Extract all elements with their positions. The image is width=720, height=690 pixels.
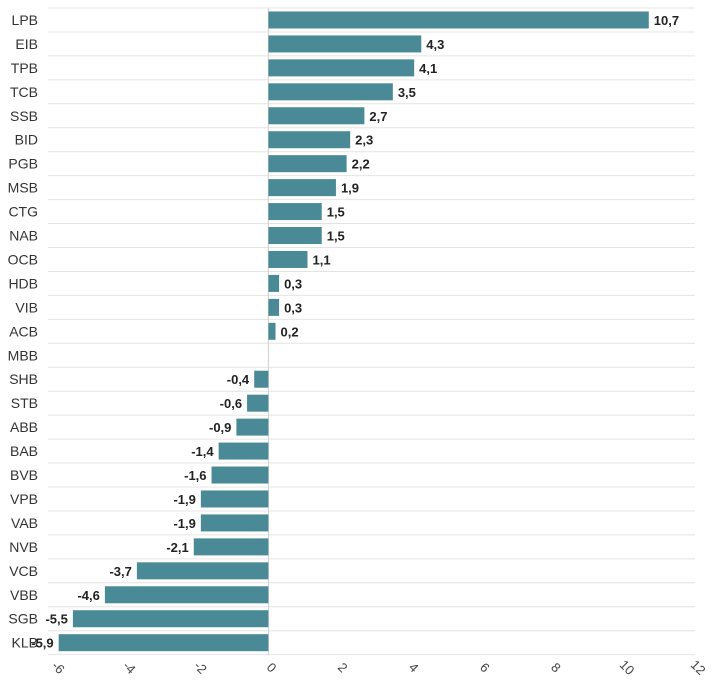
bar <box>268 107 365 125</box>
category-label: CTG <box>8 204 38 220</box>
value-label: 1,9 <box>341 181 359 196</box>
bar <box>268 59 415 77</box>
value-label: -0,6 <box>220 396 242 411</box>
bar <box>104 586 269 604</box>
value-label: 2,2 <box>352 157 370 172</box>
x-axis-tick-labels: -6 -4 -2 0 2 4 6 8 10 12 <box>49 657 709 678</box>
value-label: 4,1 <box>419 61 437 76</box>
x-tick-label: 8 <box>548 660 564 676</box>
category-label: TCB <box>10 84 38 100</box>
category-label: TPB <box>11 60 38 76</box>
category-label: HDB <box>8 275 38 291</box>
bar <box>268 322 276 340</box>
value-label: -1,9 <box>173 516 195 531</box>
bar <box>136 562 269 580</box>
bar <box>58 634 269 652</box>
value-label: -4,6 <box>77 588 99 603</box>
value-label: 0,3 <box>284 276 302 291</box>
bar <box>268 298 280 316</box>
category-label: BVB <box>10 467 38 483</box>
bar <box>268 227 322 245</box>
bar <box>247 394 269 412</box>
value-label: -3,7 <box>109 564 131 579</box>
bar <box>211 466 269 484</box>
bar <box>236 418 269 436</box>
value-label: 1,1 <box>313 252 331 267</box>
bar <box>72 610 269 628</box>
category-label: EIB <box>15 36 38 52</box>
x-tick-label: -6 <box>49 658 68 677</box>
bar <box>200 514 269 532</box>
category-label: MSB <box>8 180 38 196</box>
bar <box>268 155 347 173</box>
x-tick-label: 4 <box>406 660 422 676</box>
value-label: 2,3 <box>355 133 373 148</box>
category-label: VBB <box>10 587 38 603</box>
category-label: SSB <box>10 108 38 124</box>
bars <box>58 11 649 652</box>
bar <box>268 83 393 101</box>
bar <box>268 203 322 221</box>
category-label: PGB <box>8 156 38 172</box>
x-tick-label: 10 <box>617 657 638 678</box>
category-label: SGB <box>8 611 38 627</box>
bar <box>254 370 269 388</box>
category-label: ABB <box>10 419 38 435</box>
value-label: 0,3 <box>284 300 302 315</box>
category-labels: LPB EIB TPB TCB SSB BID PGB MSB CTG NAB OCB HDB VIB A… <box>8 12 38 651</box>
category-label: MBB <box>8 347 38 363</box>
grid-lines <box>48 7 695 656</box>
bar <box>268 11 649 29</box>
value-label: -2,1 <box>166 540 188 555</box>
value-label: 4,3 <box>426 37 444 52</box>
x-tick-label: 0 <box>264 660 280 676</box>
value-labels: 10,7 4,3 4,13,5 2,7 2,3 2,2 1,9 1,5 1,5 1,1 0,3 0,3… <box>31 13 679 651</box>
category-label: STB <box>11 395 38 411</box>
value-label: -1,4 <box>191 444 214 459</box>
x-tick-label: -2 <box>191 658 210 677</box>
bar <box>200 490 269 508</box>
category-label: NVB <box>9 539 38 555</box>
bar <box>218 442 269 460</box>
value-label: -0,9 <box>209 420 231 435</box>
category-label: ACB <box>9 323 38 339</box>
value-label: 3,5 <box>398 85 416 100</box>
value-label: 1,5 <box>327 205 345 220</box>
value-label: -0,4 <box>227 372 250 387</box>
bar <box>268 274 280 292</box>
category-label: BAB <box>10 443 38 459</box>
bar <box>268 179 336 197</box>
category-label: VPB <box>10 491 38 507</box>
value-label: 1,5 <box>327 229 345 244</box>
value-label: -5,5 <box>45 612 67 627</box>
category-label: VAB <box>11 515 38 531</box>
value-label: -1,6 <box>184 468 206 483</box>
value-label: 2,7 <box>369 109 387 124</box>
x-tick-label: 12 <box>688 657 709 678</box>
bar <box>268 131 351 149</box>
category-label: LPB <box>12 12 38 28</box>
category-label: SHB <box>9 371 38 387</box>
value-label: -5,9 <box>31 636 53 651</box>
category-label: BID <box>15 132 38 148</box>
value-label: 10,7 <box>654 13 679 28</box>
category-label: VIB <box>15 299 38 315</box>
category-label: KLB <box>12 635 38 651</box>
bar <box>268 35 422 53</box>
value-label: 0,2 <box>281 324 299 339</box>
category-label: OCB <box>8 251 38 267</box>
bar <box>268 250 308 268</box>
category-label: NAB <box>9 228 38 244</box>
x-tick-label: -4 <box>120 658 139 677</box>
x-tick-label: 6 <box>477 660 493 676</box>
category-label: VCB <box>9 563 38 579</box>
value-label: -1,9 <box>173 492 195 507</box>
bar <box>193 538 269 556</box>
x-tick-label: 2 <box>335 660 351 676</box>
